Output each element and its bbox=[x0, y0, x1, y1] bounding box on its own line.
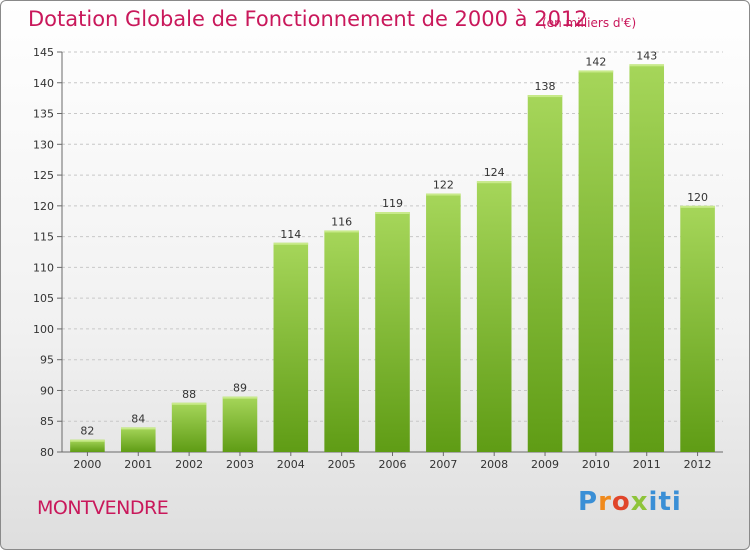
bar-highlight bbox=[527, 95, 563, 98]
bar-highlight bbox=[171, 402, 207, 405]
bar-value-label: 89 bbox=[233, 382, 247, 395]
bar bbox=[426, 193, 461, 453]
bar bbox=[578, 70, 614, 452]
bar-value-label: 142 bbox=[585, 55, 606, 68]
commune-name: MONTVENDRE bbox=[37, 497, 169, 519]
bar-value-label: 84 bbox=[131, 412, 145, 425]
x-tick-label: 2007 bbox=[429, 458, 457, 471]
bar-highlight bbox=[578, 70, 614, 73]
x-tick-label: 2008 bbox=[480, 458, 508, 471]
x-tick-label: 2011 bbox=[633, 458, 661, 471]
bar-highlight bbox=[324, 230, 359, 233]
bar bbox=[476, 181, 512, 452]
bar bbox=[375, 212, 410, 452]
bar bbox=[324, 230, 359, 452]
bar bbox=[680, 205, 715, 452]
bar-highlight bbox=[120, 427, 156, 430]
bar-value-label: 143 bbox=[636, 49, 657, 62]
y-tick-label: 125 bbox=[33, 169, 54, 182]
x-tick-label: 2005 bbox=[328, 458, 356, 471]
y-tick-label: 145 bbox=[33, 46, 54, 59]
y-tick-label: 105 bbox=[33, 292, 54, 305]
y-tick-label: 100 bbox=[33, 323, 54, 336]
bar bbox=[527, 95, 563, 453]
proxiti-logo: Proxiti bbox=[578, 487, 682, 517]
chart-subtitle: (en milliers d'€) bbox=[542, 16, 637, 30]
y-tick-label: 85 bbox=[40, 415, 54, 428]
bar-value-label: 119 bbox=[382, 197, 403, 210]
chart-title: Dotation Globale de Fonctionnement de 20… bbox=[28, 7, 588, 31]
y-tick-label: 110 bbox=[33, 261, 54, 274]
bar-highlight bbox=[273, 242, 309, 245]
x-tick-label: 2003 bbox=[226, 458, 254, 471]
bar-highlight bbox=[70, 439, 105, 442]
y-tick-label: 120 bbox=[33, 200, 54, 213]
bar-highlight bbox=[629, 64, 665, 67]
y-tick-label: 140 bbox=[33, 77, 54, 90]
bar-value-label: 124 bbox=[484, 166, 505, 179]
y-tick-label: 95 bbox=[40, 354, 54, 367]
bar-highlight bbox=[426, 193, 461, 196]
y-tick-label: 135 bbox=[33, 108, 54, 121]
bar-highlight bbox=[222, 396, 258, 399]
bar-value-label: 88 bbox=[182, 388, 196, 401]
bar-value-label: 82 bbox=[80, 425, 94, 438]
y-tick-label: 130 bbox=[33, 138, 54, 151]
bar-value-label: 138 bbox=[535, 80, 556, 93]
x-tick-label: 2009 bbox=[531, 458, 559, 471]
bar-highlight bbox=[680, 205, 715, 208]
y-tick-label: 90 bbox=[40, 384, 54, 397]
x-tick-label: 2006 bbox=[379, 458, 407, 471]
y-tick-label: 115 bbox=[33, 231, 54, 244]
bar bbox=[120, 427, 156, 452]
x-tick-label: 2000 bbox=[73, 458, 101, 471]
bar bbox=[70, 439, 105, 452]
x-tick-label: 2002 bbox=[175, 458, 203, 471]
bar bbox=[222, 396, 258, 452]
x-tick-label: 2012 bbox=[684, 458, 712, 471]
bar bbox=[629, 64, 665, 453]
bar-value-label: 116 bbox=[331, 215, 352, 228]
x-tick-label: 2001 bbox=[124, 458, 152, 471]
bar-value-label: 122 bbox=[433, 179, 454, 192]
bar bbox=[171, 402, 207, 452]
y-tick-label: 80 bbox=[40, 446, 54, 459]
bar-highlight bbox=[375, 212, 410, 214]
x-tick-label: 2010 bbox=[582, 458, 610, 471]
x-tick-label: 2004 bbox=[277, 458, 305, 471]
bar-value-label: 114 bbox=[280, 228, 301, 241]
bar bbox=[273, 242, 309, 452]
bar-highlight bbox=[476, 181, 512, 184]
bar-value-label: 120 bbox=[687, 191, 708, 204]
